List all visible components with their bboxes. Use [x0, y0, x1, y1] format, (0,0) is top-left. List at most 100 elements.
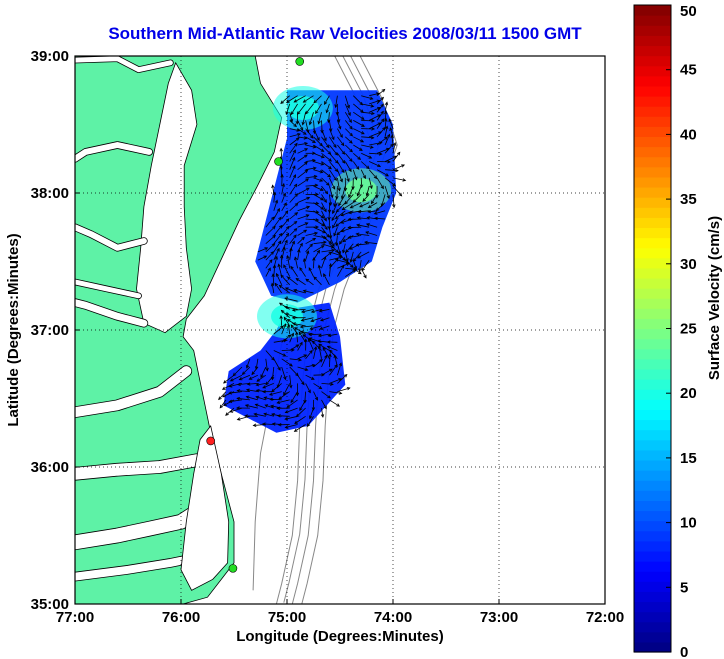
vector-arrow: [294, 95, 306, 103]
vector-arrow: [272, 185, 275, 195]
river-water: [75, 366, 192, 418]
vector-arrowhead: [347, 112, 351, 117]
vector-arrow: [313, 359, 323, 368]
vector-arrowhead: [278, 240, 282, 245]
vector-arrow: [281, 226, 290, 236]
vector-arrow: [273, 248, 280, 261]
vector-arrowhead: [283, 202, 287, 207]
vector-arrow: [335, 95, 338, 108]
vector-arrowhead: [390, 134, 394, 139]
vector-arrowhead: [283, 376, 287, 381]
vector-arrowhead: [312, 166, 317, 171]
vector-arrow: [301, 309, 314, 313]
y-axis-ticks: 35:00 36:00 37:00 38:00 39:00: [31, 48, 80, 613]
vector-arrowhead: [305, 278, 310, 283]
vector-arrow: [297, 169, 308, 179]
vector-arrow: [249, 374, 259, 380]
vector-arrow: [369, 131, 382, 138]
vector-arrowhead: [339, 240, 343, 245]
vector-arrow: [271, 383, 282, 392]
vector-arrow: [281, 240, 288, 253]
vector-arrow: [237, 390, 250, 392]
vector-arrow: [337, 120, 341, 129]
vector-arrow: [342, 243, 346, 253]
vector-arrowhead: [377, 163, 382, 167]
vector-arrowhead: [339, 178, 343, 183]
vector-arrow: [289, 149, 296, 162]
radar-station-marker: [295, 57, 305, 66]
vector-arrow: [313, 161, 324, 165]
vector-arrow: [305, 350, 313, 360]
vector-arrowhead: [274, 282, 279, 287]
vector-arrow: [297, 103, 306, 115]
vector-arrowhead: [253, 412, 258, 417]
vector-arrowhead: [378, 152, 383, 156]
vector-arrowhead: [276, 414, 281, 418]
vector-arrow: [335, 210, 346, 219]
vector-arrowhead: [341, 206, 346, 211]
vector-arrow: [337, 169, 343, 182]
vector-arrowhead: [279, 315, 283, 319]
vector-arrowhead: [387, 160, 392, 164]
vector-arrowhead: [299, 325, 304, 329]
vector-arrowhead: [331, 243, 335, 248]
vector-arrowhead: [262, 385, 267, 389]
vector-arrowhead: [287, 334, 292, 339]
colorbar-segment: [634, 136, 671, 148]
colorbar-segment: [634, 419, 671, 431]
vector-arrowhead: [282, 353, 287, 357]
vector-arrowhead: [313, 346, 318, 350]
vector-arrowhead: [313, 99, 318, 104]
vector-arrowhead: [286, 276, 291, 280]
vector-arrowhead: [341, 151, 346, 155]
vector-arrowhead: [295, 121, 299, 125]
colorbar-segment: [634, 5, 671, 16]
vector-arrow: [341, 185, 346, 199]
vector-arrow: [273, 256, 278, 269]
vector-arrowhead: [309, 135, 314, 139]
vector-arrowhead: [333, 144, 337, 149]
vector-arrow: [289, 247, 292, 261]
vector-arrowhead: [255, 389, 260, 393]
vector-arrow: [329, 185, 333, 198]
vector-arrowhead: [328, 235, 333, 239]
vector-arrowhead: [228, 399, 233, 404]
colorbar: 0 5 10 15 20 25 30 35 40 45 50 Surface Velocity (c…: [633, 3, 723, 659]
vector-arrow: [292, 309, 306, 311]
vector-arrowhead: [366, 216, 371, 220]
vector-arrowhead: [365, 223, 370, 227]
vector-arrowhead: [284, 305, 289, 310]
vector-arrowhead: [350, 264, 354, 268]
colorbar-segment: [634, 217, 671, 229]
vector-arrow: [311, 309, 322, 313]
vector-arrowhead: [319, 142, 323, 147]
vector-arrowhead: [229, 378, 234, 382]
vector-arrow: [384, 126, 388, 137]
vector-arrow: [289, 375, 292, 388]
vector-arrowhead: [244, 414, 248, 418]
vector-arrowhead: [294, 256, 298, 261]
vector-arrowhead: [298, 358, 302, 362]
vector-arrow: [353, 152, 361, 160]
vector-arrowhead: [320, 414, 325, 418]
vector-arrow: [297, 128, 307, 135]
map-plot-area: [74, 55, 606, 605]
vector-arrowhead: [341, 160, 346, 164]
colorbar-tick-label: 40: [680, 126, 697, 143]
vector-arrow: [263, 413, 274, 417]
vector-arrow: [318, 343, 330, 351]
vector-arrowhead: [294, 212, 299, 216]
vector-arrow: [300, 325, 314, 328]
vector-arrow: [329, 194, 332, 206]
vector-arrowhead: [319, 326, 324, 330]
vector-arrowhead: [333, 232, 337, 237]
vector-arrowhead: [271, 413, 275, 417]
vector-arrowhead: [324, 190, 329, 195]
vector-arrow: [281, 358, 293, 367]
vector-arrow: [313, 185, 324, 191]
vector-arrowhead: [271, 357, 275, 361]
vector-arrowhead: [232, 372, 237, 377]
vector-arrow: [337, 374, 348, 384]
colorbar-segment: [634, 267, 671, 279]
